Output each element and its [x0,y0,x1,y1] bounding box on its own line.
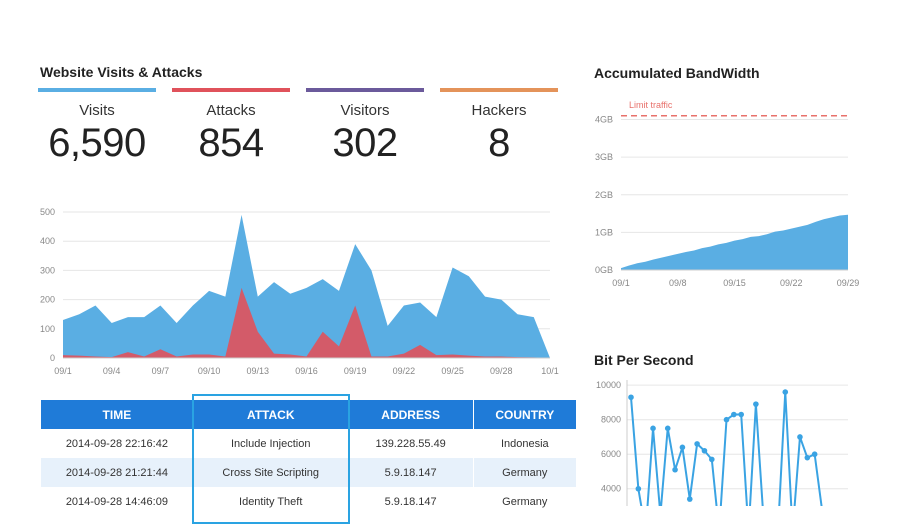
limit-label: Limit traffic [629,100,673,110]
y-tick-label: 500 [40,207,55,217]
visits-panel-title: Website Visits & Attacks [40,64,203,80]
x-tick-label: 09/25 [441,366,464,376]
y-tick-label: 400 [40,236,55,246]
bps-point [723,416,730,423]
stat-hackers-label: Hackers [471,102,527,119]
x-tick-label: 09/28 [490,366,513,376]
bps-point [701,447,708,454]
cell-address: 5.9.18.147 [347,487,474,516]
y-tick-label: 300 [40,265,55,275]
bps-point [797,434,803,440]
bps-point [664,425,671,432]
x-tick-label: 09/22 [780,278,803,288]
y-tick-label: 8000 [601,415,621,425]
stat-visitors-value: 302 [332,121,398,165]
stat-visits-value: 6,590 [48,121,146,165]
x-tick-label: 09/22 [393,366,416,376]
cell-address: 5.9.18.147 [347,458,474,487]
table-row[interactable]: 2014-09-28 22:16:42 Include Injection 13… [40,429,576,458]
x-tick-label: 09/1 [612,278,630,288]
stat-visits: Visits 6,590 [38,88,156,166]
bps-point [804,454,811,461]
cell-country: Indonesia [472,429,576,458]
stat-visits-bar [38,88,156,92]
cell-attack: Identity Theft [192,487,349,516]
y-tick-label: 10000 [596,380,621,390]
x-tick-label: 09/10 [198,366,221,376]
y-tick-label: 100 [40,324,55,334]
cell-time: 2014-09-28 22:16:42 [40,429,194,458]
x-tick-label: 09/1 [54,366,72,376]
attacks-table: TIME ATTACK ADDRESS COUNTRY 2014-09-28 2… [40,400,576,516]
table-header-attack[interactable]: ATTACK [192,400,349,429]
visits-attacks-chart: 0 100 200 300 400 500 09/1 09/4 09/7 09/10 09/13 09… [40,100,860,506]
x-tick-label: 09/13 [247,366,270,376]
bps-point [679,444,686,451]
x-tick-label: 09/7 [152,366,170,376]
bps-point [709,456,715,463]
table-header-country[interactable]: COUNTRY [472,400,576,429]
bps-point [782,389,789,395]
table-header-row: TIME ATTACK ADDRESS COUNTRY [40,400,576,429]
table-row[interactable]: 2014-09-28 21:21:44 Cross Site Scripting… [40,458,576,487]
stat-attacks-value: 854 [198,121,264,165]
bandwidth-panel-title: Accumulated BandWidth [594,65,760,81]
y-tick-label: 3GB [595,152,613,162]
y-tick-label: 0GB [595,265,613,275]
stat-attacks-label: Attacks [206,102,256,119]
y-tick-label: 2GB [595,190,613,200]
x-tick-label: 09/8 [669,278,687,288]
stat-attacks-bar [172,88,290,92]
stat-hackers: Hackers 8 [440,88,558,166]
bps-point [686,496,693,502]
cell-country: Germany [472,487,576,516]
bps-point [628,394,634,401]
x-tick-label: 09/4 [103,366,121,376]
stat-visitors-bar [306,88,424,92]
stat-hackers-value: 8 [488,121,510,165]
y-tick-label: 0 [50,353,55,363]
y-tick-label: 1GB [595,227,613,237]
y-tick-label: 6000 [601,449,621,459]
table-header-address[interactable]: ADDRESS [347,400,474,429]
x-tick-label: 09/29 [837,278,860,288]
y-tick-label: 4000 [601,484,621,494]
x-tick-label: 09/19 [344,366,367,376]
x-tick-label: 09/15 [723,278,746,288]
cell-attack: Cross Site Scripting [192,458,349,487]
bps-point [635,485,642,492]
table-header-time[interactable]: TIME [40,400,194,429]
x-tick-label: 09/16 [295,366,318,376]
y-tick-label: 4GB [595,115,613,125]
stat-visitors-label: Visitors [340,102,390,119]
bps-panel-title: Bit Per Second [594,352,694,368]
stat-visitors: Visitors 302 [306,88,424,166]
bps-point [650,425,656,432]
cell-attack: Include Injection [192,429,349,458]
stat-visits-label: Visits [79,102,115,119]
stat-attacks: Attacks 854 [172,88,290,166]
bps-point [731,411,737,418]
bps-point [738,411,744,418]
cell-time: 2014-09-28 14:46:09 [40,487,194,516]
table-row[interactable]: 2014-09-28 14:46:09 Identity Theft 5.9.1… [40,487,576,516]
bandwidth-area [621,214,848,270]
bps-point [753,401,759,407]
cell-time: 2014-09-28 21:21:44 [40,458,194,487]
cell-address: 139.228.55.49 [347,429,474,458]
x-tick-label: 10/1 [541,366,559,376]
bps-point [694,441,700,447]
y-tick-label: 200 [40,295,55,305]
bps-point [811,451,818,458]
visits-area [63,214,550,358]
cell-country: Germany [472,458,576,487]
bps-point [672,466,678,473]
stat-hackers-bar [440,88,558,92]
